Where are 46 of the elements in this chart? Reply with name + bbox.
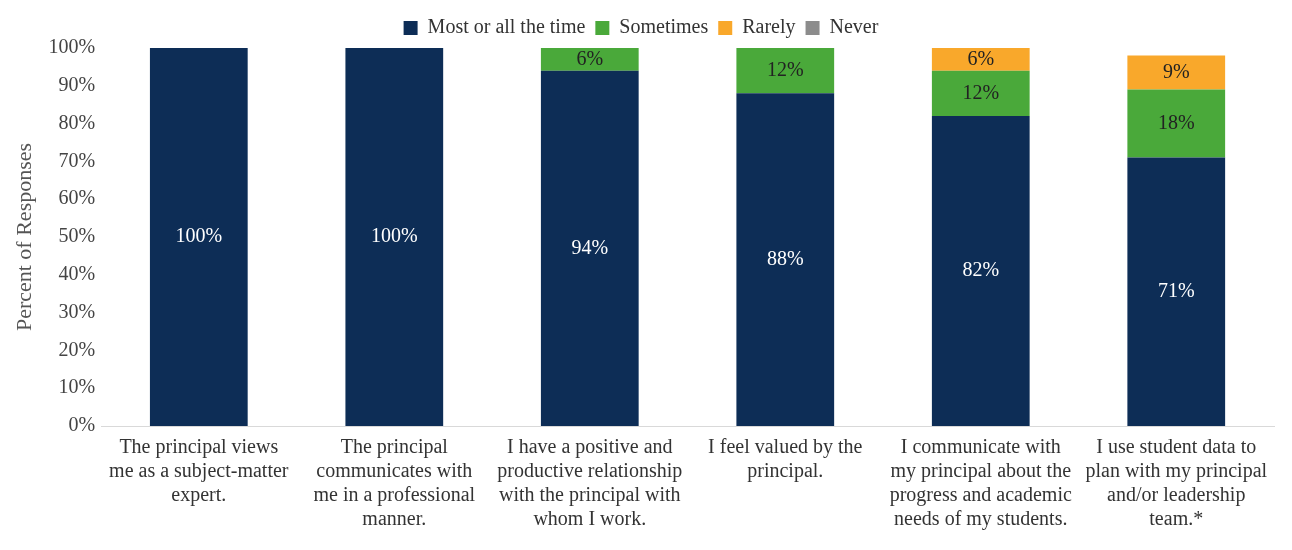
bar — [931, 48, 1030, 71]
bar — [931, 70, 1030, 117]
bar — [1127, 55, 1226, 90]
bar — [540, 48, 639, 71]
y-tick-label: 70% — [58, 148, 96, 171]
bar — [1127, 157, 1226, 426]
data-label: 18% — [1157, 110, 1195, 133]
data-label: 6% — [967, 46, 995, 69]
y-tick-label: 50% — [58, 224, 96, 247]
y-axis-title: Percent of Responses — [10, 142, 36, 332]
data-label: 100% — [370, 224, 418, 247]
bar — [736, 93, 835, 426]
data-label: 6% — [576, 46, 604, 69]
data-label: 12% — [962, 80, 1000, 103]
data-label: 71% — [1157, 279, 1195, 302]
y-tick-label: 30% — [58, 299, 96, 322]
y-tick-label: 20% — [58, 337, 96, 360]
data-label: 9% — [1162, 59, 1190, 82]
bar — [345, 48, 444, 426]
bar — [736, 48, 835, 94]
x-tick-label: The principal views me as a subject-matter expert. — [109, 435, 289, 507]
y-tick-label: 90% — [58, 73, 96, 96]
data-label: 94% — [571, 235, 609, 258]
x-tick-label: I use student data to plan with my principal and/or leadership team.* — [1085, 435, 1268, 530]
legend-label: Rarely — [742, 15, 796, 39]
x-tick-label: I have a positive and productive relationship with the principal with whom I work. — [497, 435, 683, 530]
legend-label: Never — [829, 15, 879, 38]
legend-label: Sometimes — [619, 15, 709, 38]
data-label: 88% — [766, 246, 804, 269]
bar — [149, 48, 248, 426]
y-tick-label: 0% — [68, 413, 96, 436]
bar — [931, 116, 1030, 426]
y-tick-label: 10% — [58, 375, 96, 398]
x-tick-label: The principal communicates with me in a professional manner. — [313, 435, 476, 530]
y-tick-label: 100% — [48, 35, 96, 58]
x-tick-label: I communicate with my principal about the progress and academic needs of my students. — [889, 435, 1072, 531]
y-tick-label: 80% — [58, 110, 96, 133]
legend-label: Most or all the time — [427, 15, 586, 38]
bar — [540, 70, 639, 426]
data-label: 82% — [962, 258, 1000, 281]
data-label: 100% — [175, 224, 223, 247]
y-tick-label: 40% — [58, 262, 96, 285]
data-label: 12% — [766, 57, 804, 80]
y-tick-label: 60% — [58, 186, 96, 209]
x-tick-label: I feel valued by the principal. — [708, 435, 863, 483]
bar — [1127, 89, 1226, 158]
